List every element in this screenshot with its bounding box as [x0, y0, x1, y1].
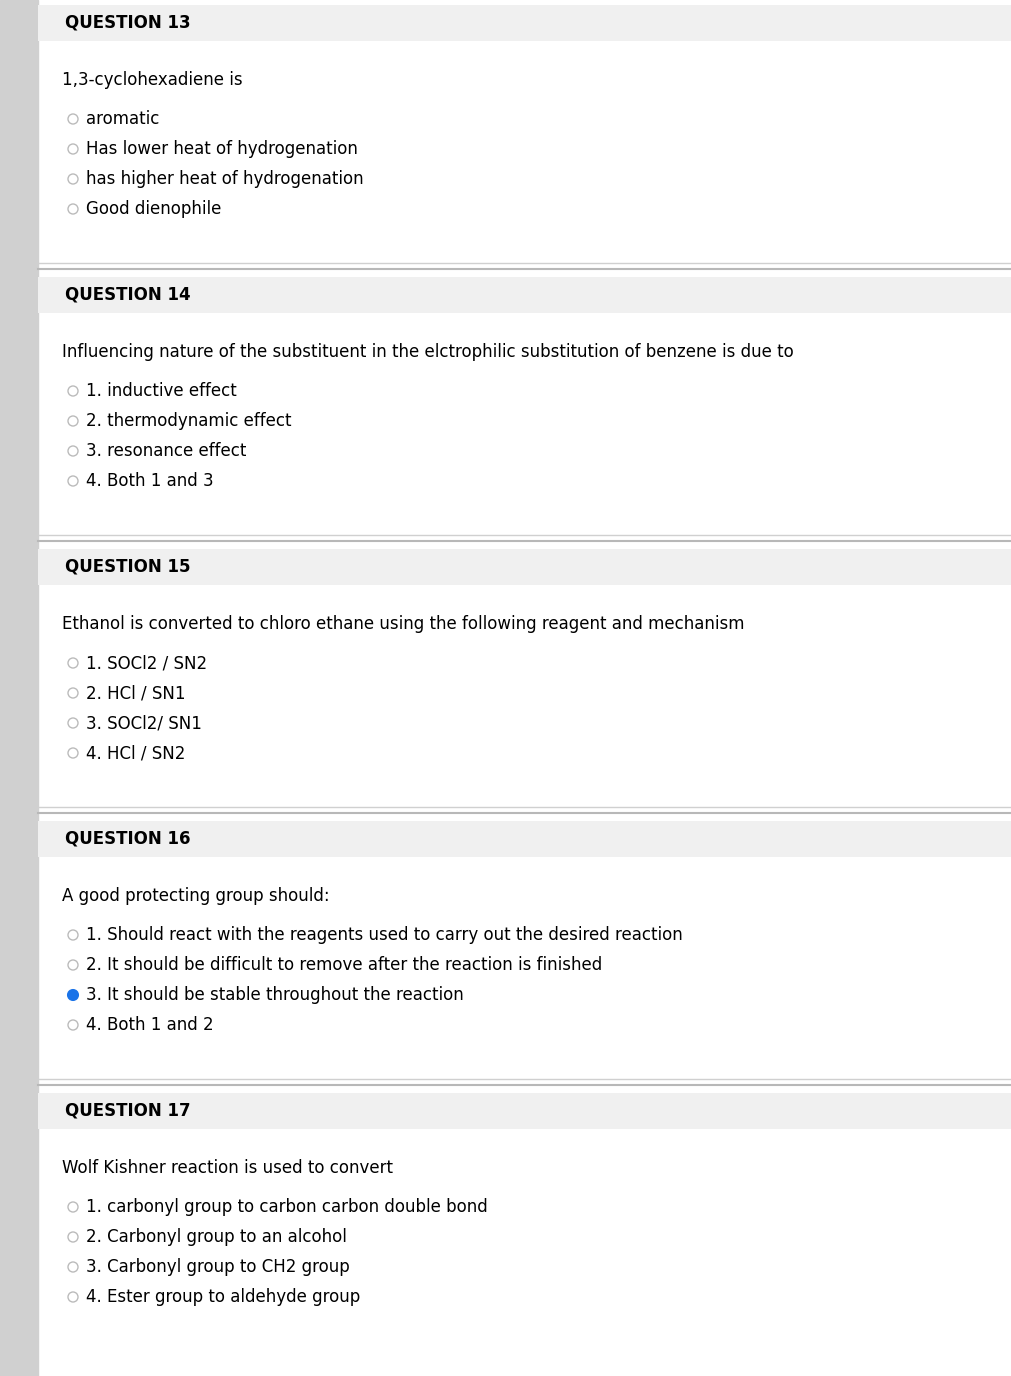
- Text: QUESTION 14: QUESTION 14: [65, 286, 191, 304]
- Text: QUESTION 16: QUESTION 16: [65, 830, 190, 848]
- Text: 2. thermodynamic effect: 2. thermodynamic effect: [86, 411, 291, 429]
- Bar: [38, 6, 1011, 41]
- Text: has higher heat of hydrogenation: has higher heat of hydrogenation: [86, 171, 364, 189]
- Text: 4. Both 1 and 2: 4. Both 1 and 2: [86, 1015, 213, 1033]
- Text: 4. HCl / SN2: 4. HCl / SN2: [86, 744, 185, 762]
- Bar: [38, 277, 1011, 312]
- Text: 1. carbonyl group to carbon carbon double bond: 1. carbonyl group to carbon carbon doubl…: [86, 1198, 487, 1216]
- Circle shape: [68, 989, 78, 1000]
- Text: 3. It should be stable throughout the reaction: 3. It should be stable throughout the re…: [86, 987, 464, 1004]
- Text: 3. SOCl2/ SN1: 3. SOCl2/ SN1: [86, 714, 202, 732]
- Text: 2. It should be difficult to remove after the reaction is finished: 2. It should be difficult to remove afte…: [86, 956, 603, 974]
- Text: Good dienophile: Good dienophile: [86, 200, 221, 217]
- Text: 3. resonance effect: 3. resonance effect: [86, 442, 247, 460]
- Text: QUESTION 15: QUESTION 15: [65, 559, 190, 577]
- Bar: [38, 821, 1011, 857]
- Text: 3. Carbonyl group to CH2 group: 3. Carbonyl group to CH2 group: [86, 1258, 350, 1276]
- Text: aromatic: aromatic: [86, 110, 160, 128]
- Text: Influencing nature of the substituent in the elctrophilic substitution of benzen: Influencing nature of the substituent in…: [62, 343, 794, 361]
- Text: 2. Carbonyl group to an alcohol: 2. Carbonyl group to an alcohol: [86, 1227, 347, 1247]
- Text: QUESTION 17: QUESTION 17: [65, 1102, 191, 1120]
- Text: 1. inductive effect: 1. inductive effect: [86, 383, 237, 400]
- Text: Ethanol is converted to chloro ethane using the following reagent and mechanism: Ethanol is converted to chloro ethane us…: [62, 615, 744, 633]
- Text: 1,3-cyclohexadiene is: 1,3-cyclohexadiene is: [62, 72, 243, 89]
- Bar: [0, 0, 38, 1376]
- Text: Wolf Kishner reaction is used to convert: Wolf Kishner reaction is used to convert: [62, 1159, 393, 1176]
- Bar: [38, 549, 1011, 585]
- Text: Has lower heat of hydrogenation: Has lower heat of hydrogenation: [86, 140, 358, 158]
- Text: QUESTION 13: QUESTION 13: [65, 14, 191, 32]
- Text: A good protecting group should:: A good protecting group should:: [62, 888, 330, 905]
- Text: 1. Should react with the reagents used to carry out the desired reaction: 1. Should react with the reagents used t…: [86, 926, 682, 944]
- Bar: [38, 1093, 1011, 1128]
- Text: 4. Both 1 and 3: 4. Both 1 and 3: [86, 472, 213, 490]
- Text: 1. SOCl2 / SN2: 1. SOCl2 / SN2: [86, 654, 207, 671]
- Text: 2. HCl / SN1: 2. HCl / SN1: [86, 684, 185, 702]
- Text: 4. Ester group to aldehyde group: 4. Ester group to aldehyde group: [86, 1288, 360, 1306]
